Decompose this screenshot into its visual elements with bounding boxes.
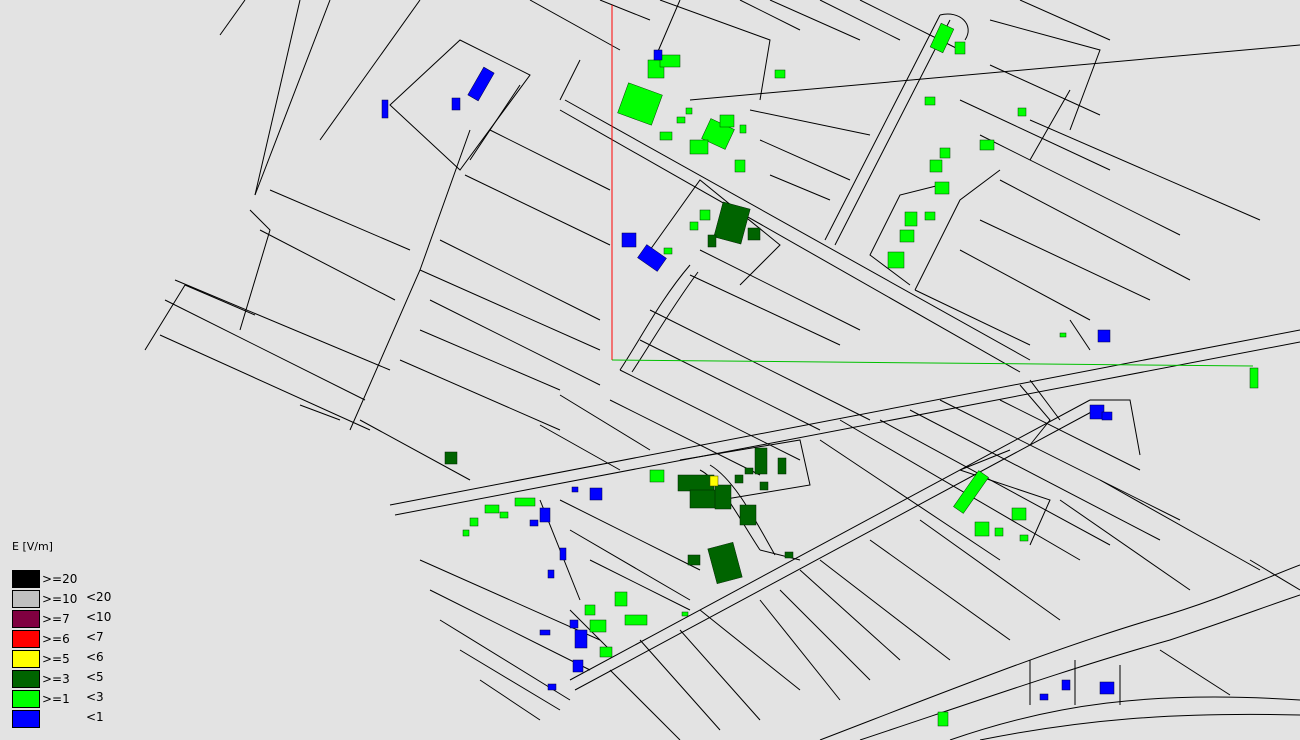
legend-row-ge5: >=5 <6 xyxy=(12,650,132,668)
legend-high-label: <1 xyxy=(86,710,104,724)
legend-high-label: <7 xyxy=(86,630,104,644)
legend-low-label: >=7 xyxy=(42,612,70,626)
legend-high-label: <20 xyxy=(86,590,112,604)
buildings-below-1 xyxy=(381,49,1115,701)
legend-row-ge3: >=3 <5 xyxy=(12,670,132,688)
legend-swatch-yellow xyxy=(12,650,40,668)
legend-swatch-blue xyxy=(12,710,40,728)
buildings-3-to-5 xyxy=(444,201,794,585)
legend-swatch-dark-green xyxy=(12,670,40,688)
legend-swatch-green xyxy=(12,690,40,708)
legend-low-label: >=3 xyxy=(42,672,70,686)
legend-low-label: >=5 xyxy=(42,652,70,666)
buildings-1-to-3 xyxy=(462,22,1259,727)
legend-high-label: <6 xyxy=(86,650,104,664)
legend: E [V/m] >=20 >=10 <20 >=7 <10 >=6 <7 >=5… xyxy=(6,540,132,736)
legend-swatch-red xyxy=(12,630,40,648)
legend-low-label: >=20 xyxy=(42,572,78,586)
legend-row-ge6: >=6 <7 xyxy=(12,630,132,648)
legend-row-lt1: <1 xyxy=(12,710,132,728)
green-reference-line xyxy=(611,359,1254,367)
legend-row-ge10: >=10 <20 xyxy=(12,590,132,608)
legend-low-label: >=10 xyxy=(42,592,78,606)
legend-low-label: >=6 xyxy=(42,632,70,646)
legend-row-ge20: >=20 xyxy=(12,570,132,588)
buildings-5-to-6 xyxy=(709,475,719,487)
road-network xyxy=(144,0,1300,740)
legend-title: E [V/m] xyxy=(12,540,53,553)
legend-swatch-gray xyxy=(12,590,40,608)
legend-row-ge7: >=7 <10 xyxy=(12,610,132,628)
legend-low-label: >=1 xyxy=(42,692,70,706)
legend-high-label: <3 xyxy=(86,690,104,704)
legend-swatch-maroon xyxy=(12,610,40,628)
legend-high-label: <10 xyxy=(86,610,112,624)
legend-row-ge1: >=1 <3 xyxy=(12,690,132,708)
legend-swatch-black xyxy=(12,570,40,588)
legend-high-label: <5 xyxy=(86,670,104,684)
